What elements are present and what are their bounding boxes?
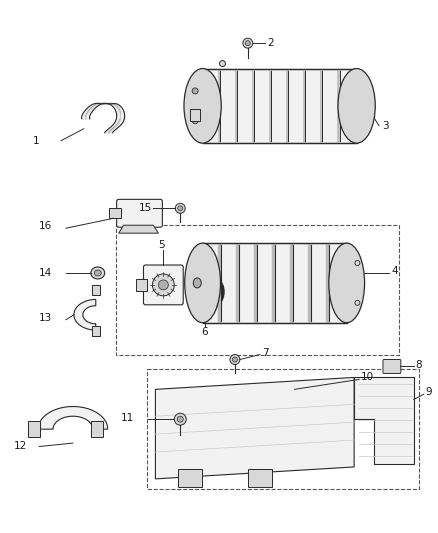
Circle shape (245, 41, 250, 46)
Text: 13: 13 (39, 313, 53, 323)
Ellipse shape (91, 267, 105, 279)
Bar (116, 225, 399, 354)
Circle shape (355, 261, 360, 265)
FancyBboxPatch shape (117, 199, 162, 227)
Ellipse shape (329, 243, 364, 322)
Bar (91, 421, 103, 437)
Ellipse shape (94, 270, 101, 276)
Circle shape (355, 300, 360, 305)
Circle shape (174, 413, 186, 425)
Circle shape (192, 118, 198, 124)
Text: 1: 1 (33, 136, 40, 146)
Text: 9: 9 (426, 387, 432, 397)
Text: 12: 12 (14, 441, 28, 450)
FancyBboxPatch shape (109, 208, 120, 218)
Ellipse shape (338, 69, 375, 143)
Circle shape (159, 280, 168, 290)
Circle shape (175, 203, 185, 213)
Text: 4: 4 (392, 266, 399, 276)
Text: 11: 11 (120, 413, 134, 423)
Text: 5: 5 (159, 240, 165, 250)
Text: 6: 6 (201, 327, 208, 337)
Ellipse shape (185, 243, 220, 322)
Circle shape (230, 354, 240, 365)
Text: 10: 10 (361, 373, 374, 382)
FancyBboxPatch shape (203, 69, 357, 143)
Text: 7: 7 (262, 348, 268, 358)
Ellipse shape (193, 278, 201, 288)
Bar (148, 369, 419, 489)
Text: 14: 14 (39, 268, 53, 278)
Bar (92, 285, 100, 295)
Polygon shape (155, 377, 354, 479)
Text: 8: 8 (416, 360, 422, 370)
Polygon shape (354, 377, 414, 464)
Bar (92, 326, 100, 336)
FancyBboxPatch shape (203, 243, 347, 322)
FancyBboxPatch shape (144, 265, 183, 305)
Circle shape (192, 88, 198, 94)
Bar (28, 421, 40, 437)
Text: 15: 15 (138, 203, 152, 213)
Circle shape (243, 38, 253, 48)
Circle shape (233, 357, 237, 362)
Circle shape (178, 206, 183, 211)
Circle shape (152, 274, 174, 296)
Polygon shape (38, 407, 108, 429)
FancyBboxPatch shape (190, 109, 200, 121)
Circle shape (177, 416, 183, 422)
Text: 16: 16 (39, 221, 53, 231)
Text: 2: 2 (268, 38, 274, 48)
Polygon shape (119, 225, 159, 233)
Ellipse shape (184, 69, 221, 143)
Circle shape (219, 61, 226, 67)
FancyBboxPatch shape (383, 360, 401, 374)
Polygon shape (74, 300, 96, 330)
Bar (248, 469, 272, 487)
Text: 3: 3 (382, 121, 389, 131)
Bar (178, 469, 202, 487)
Bar (135, 279, 148, 291)
